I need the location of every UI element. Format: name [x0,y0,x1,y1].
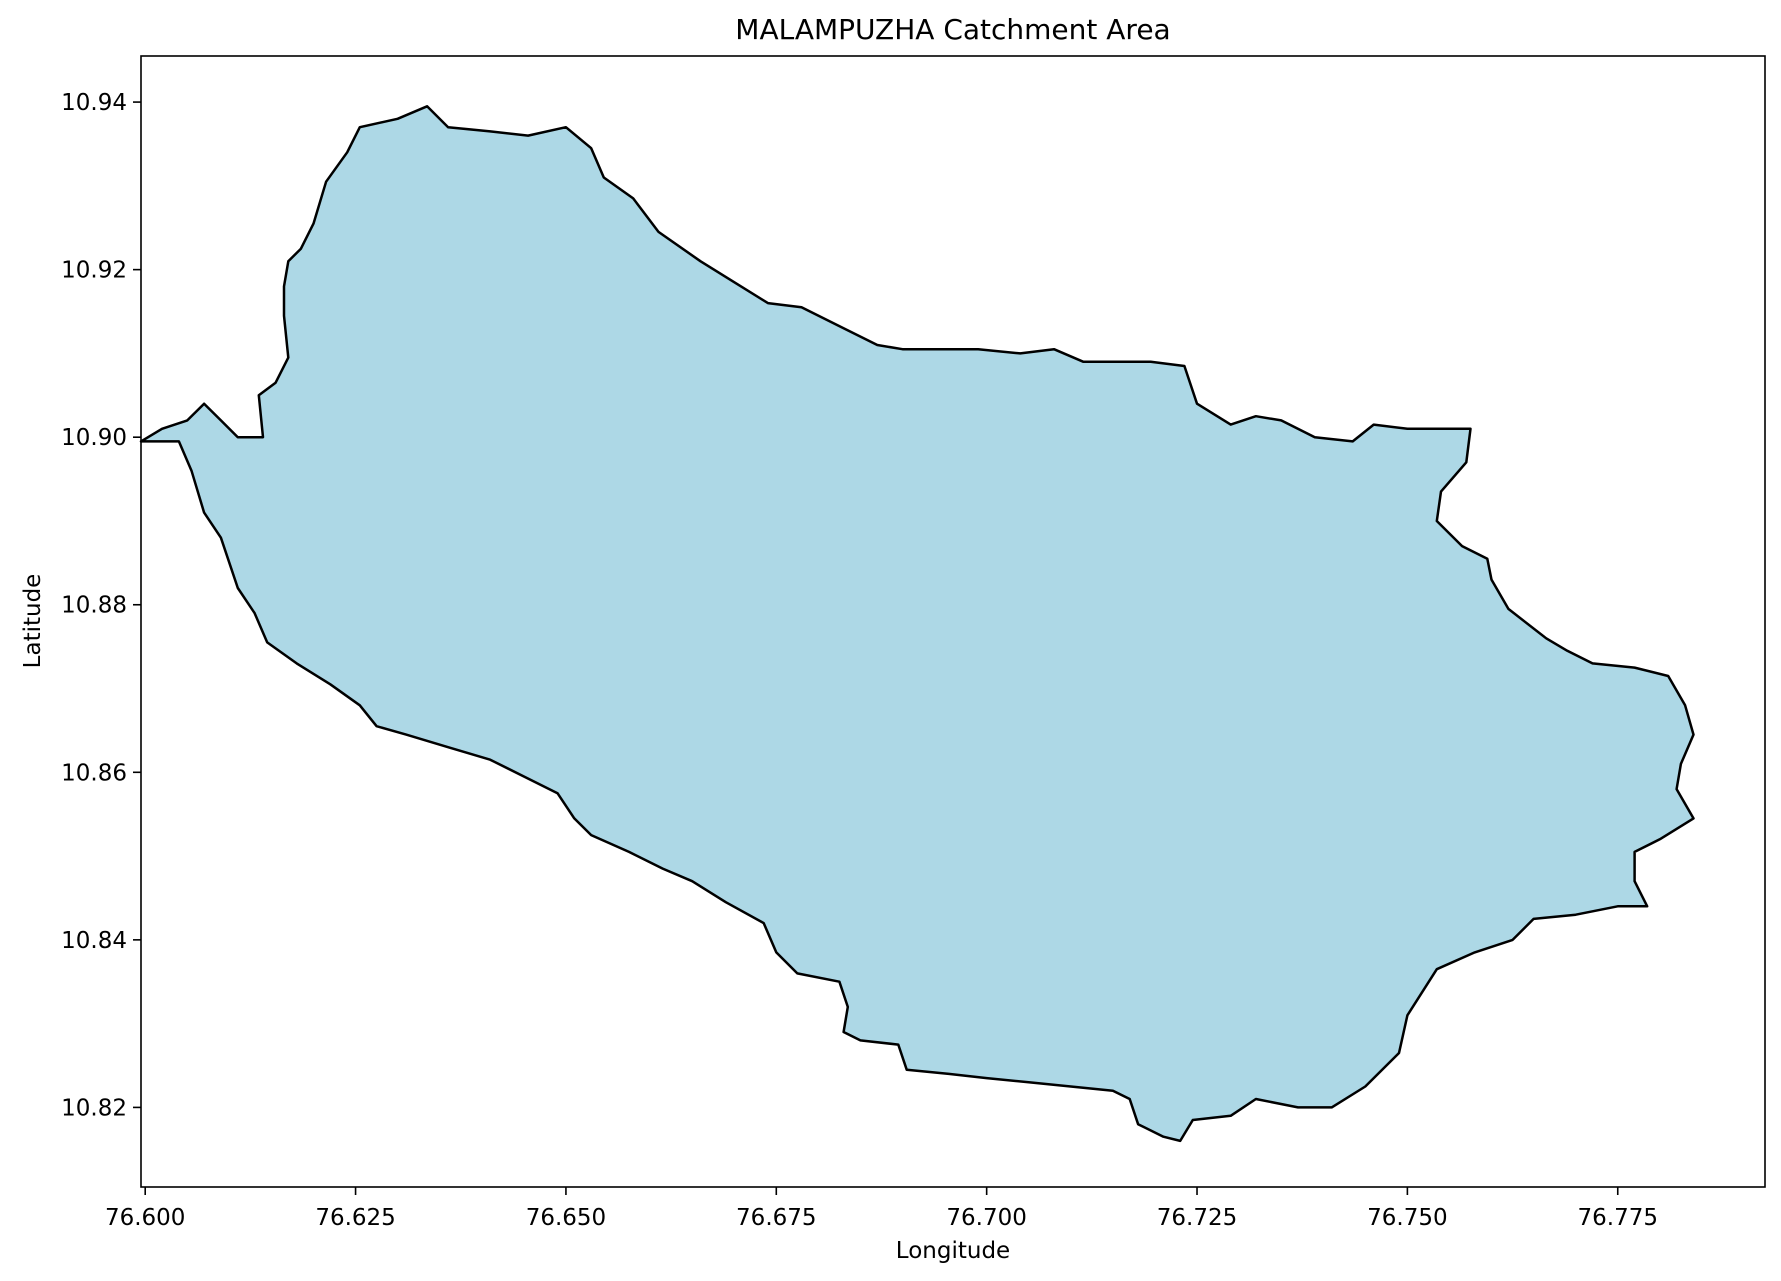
y-axis-label: Latitude [20,574,46,669]
x-tick-label: 76.725 [1157,1205,1237,1231]
y-tick-label: 10.84 [61,928,127,954]
x-tick-label: 76.775 [1578,1205,1658,1231]
chart-title: MALAMPUZHA Catchment Area [735,13,1170,46]
x-axis-ticks: 76.600 76.625 76.650 76.675 76.700 76.725 76.7… [105,1187,1658,1231]
y-tick-label: 10.82 [61,1095,127,1121]
axes-frame [140,55,1766,1188]
y-tick-label: 10.94 [61,90,127,116]
y-axis-ticks: 10.82 10.84 10.86 10.88 10.90 10.92 10.94 [61,90,141,1121]
x-tick-label: 76.650 [526,1205,606,1231]
y-tick-label: 10.92 [61,258,127,284]
x-tick-label: 76.675 [736,1205,816,1231]
x-axis-label: Longitude [896,1238,1010,1264]
y-tick-label: 10.88 [61,593,127,619]
x-tick-label: 76.625 [315,1205,395,1231]
plot-area [139,105,1695,1143]
x-tick-label: 76.600 [105,1205,185,1231]
y-tick-label: 10.90 [61,425,127,451]
x-tick-label: 76.700 [946,1205,1026,1231]
catchment-boundary-polygon [139,105,1695,1143]
y-tick-label: 10.86 [61,760,127,786]
x-tick-label: 76.750 [1367,1205,1447,1231]
